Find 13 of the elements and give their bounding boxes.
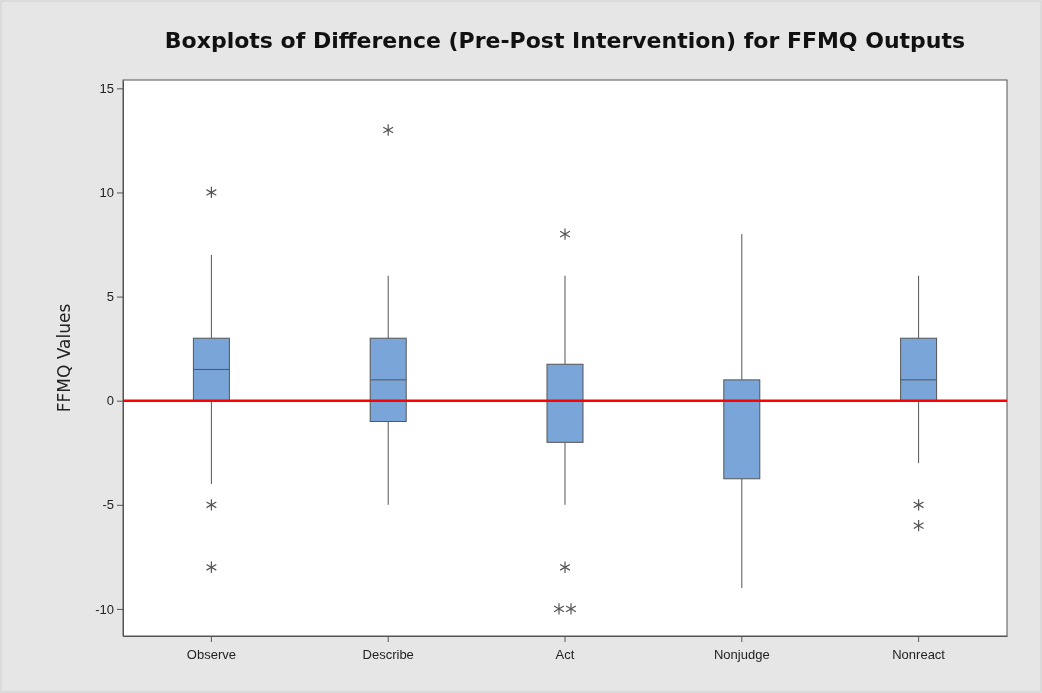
- x-tick-label: Nonjudge: [713, 647, 770, 663]
- y-tick-label: -5: [102, 497, 114, 513]
- x-tick-label: Observe: [186, 647, 236, 663]
- y-tick-label: 10: [99, 185, 114, 201]
- y-axis-title: FFMQ Values: [54, 303, 74, 413]
- y-tick-label: -10: [95, 601, 114, 617]
- x-tick-label: Nonreact: [892, 647, 946, 663]
- chart-title: Boxplots of Difference (Pre-Post Intervention) for FFMQ Outputs: [164, 28, 966, 53]
- x-tick-label: Act: [555, 647, 575, 663]
- x-tick-label: Describe: [362, 647, 414, 663]
- y-tick-label: 0: [106, 393, 114, 409]
- y-tick-label: 15: [99, 80, 114, 96]
- y-tick-label: 5: [106, 289, 114, 305]
